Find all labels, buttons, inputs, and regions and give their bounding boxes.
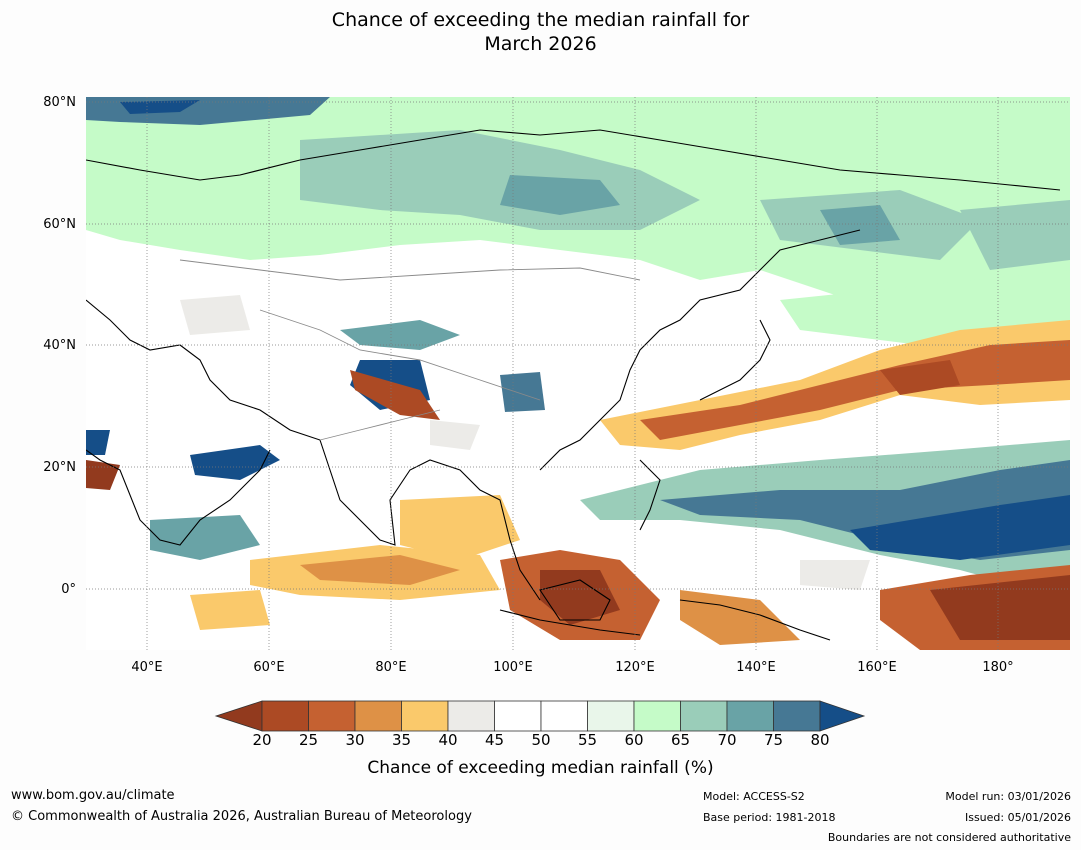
lat-label-80n: 80°N xyxy=(43,95,76,110)
colorbar-bin-75-80 xyxy=(773,700,821,732)
colorbar-tick-50: 50 xyxy=(531,731,551,749)
field-blue-siberia xyxy=(500,175,620,215)
lon-label-60e: 60°E xyxy=(253,660,285,675)
lat-label-40n: 40°N xyxy=(43,338,76,353)
colorbar-bin-60-65 xyxy=(633,700,681,732)
field-south-io-orange xyxy=(190,590,270,630)
graticule xyxy=(86,97,1070,650)
colorbar-title: Chance of exceeding median rainfall (%) xyxy=(367,758,714,778)
colorbar-over-arrow xyxy=(819,700,866,732)
lon-label-160e: 160°E xyxy=(857,660,897,675)
field-borneo-darkbrown xyxy=(540,570,620,625)
coast-new-guinea xyxy=(679,599,831,641)
colorbar-tick-35: 35 xyxy=(391,731,412,749)
footer-copyright: © Commonwealth of Australia 2026, Austra… xyxy=(11,809,472,824)
border-russia-south xyxy=(179,259,641,281)
colorbar-tick-25: 25 xyxy=(298,731,319,749)
lat-label-0: 0° xyxy=(61,582,76,597)
colorbar-bin-30-35 xyxy=(354,700,402,732)
colorbar-tick-75: 75 xyxy=(763,731,784,749)
colorbar-bin-65-70 xyxy=(680,700,728,732)
footer-base-period: Base period: 1981-2018 xyxy=(703,811,836,824)
lat-label-60n: 60°N xyxy=(43,217,76,232)
field-arabia-darkblue xyxy=(190,445,280,480)
coast-java xyxy=(499,609,641,636)
lon-label-100e: 100°E xyxy=(493,660,533,675)
colorbar-bin-70-75 xyxy=(726,700,774,732)
field-china-blue xyxy=(500,372,545,412)
coast-arabia-africa xyxy=(86,449,271,546)
lon-label-80e: 80°E xyxy=(375,660,407,675)
field-redsea-blue xyxy=(86,430,110,455)
field-africa-brown xyxy=(86,460,120,490)
colorbar-tick-55: 55 xyxy=(577,731,598,749)
field-grey-3 xyxy=(800,560,870,590)
lon-label-140e: 140°E xyxy=(736,660,776,675)
colorbar-tick-80: 80 xyxy=(810,731,830,749)
colorbar-bin-25-30 xyxy=(308,700,356,732)
colorbar-bin-55-60 xyxy=(587,700,635,732)
colorbar-bin-50-55 xyxy=(540,700,588,732)
coast-borneo xyxy=(539,579,611,621)
coast-japan xyxy=(699,319,771,401)
colorbar-tick-70: 70 xyxy=(717,731,737,749)
field-horn-teal xyxy=(150,515,260,560)
colorbar-bin-40-45 xyxy=(447,700,495,732)
colorbar-tick-20: 20 xyxy=(252,731,272,749)
footer-issued: Issued: 05/01/2026 xyxy=(964,811,1071,824)
field-cpac-darkbrown xyxy=(930,575,1070,640)
footer-website: www.bom.gov.au/climate xyxy=(11,788,175,803)
colorbar-tick-60: 60 xyxy=(624,731,644,749)
border-china-west xyxy=(259,309,541,401)
colorbar-tick-40: 40 xyxy=(438,731,458,749)
field-pacific-darkblue xyxy=(850,495,1070,560)
border-india-north xyxy=(319,409,441,441)
field-teal-far-east xyxy=(960,200,1070,270)
colorbar-tick-30: 30 xyxy=(345,731,365,749)
field-wpac-brown xyxy=(640,340,1070,440)
footer-model-run: Model run: 03/01/2026 xyxy=(945,790,1071,803)
coast-philippines xyxy=(639,459,661,531)
coast-east-asia xyxy=(539,229,861,471)
field-wpac-darkbrown xyxy=(880,360,960,395)
footer-disclaimer: Boundaries are not considered authoritat… xyxy=(827,831,1071,844)
coast-arctic xyxy=(86,129,1061,191)
footer-model: Model: ACCESS-S2 xyxy=(703,790,805,803)
colorbar-bin-45-50 xyxy=(494,700,542,732)
lat-label-20n: 20°N xyxy=(43,460,76,475)
lon-label-120e: 120°E xyxy=(615,660,655,675)
field-arctic-darkblue xyxy=(120,100,200,114)
title-line-2: March 2026 xyxy=(484,33,597,55)
lon-label-180: 180° xyxy=(982,660,1014,675)
colorbar-under-arrow xyxy=(214,700,263,732)
lon-label-40e: 40°E xyxy=(131,660,163,675)
colorbar-tick-45: 45 xyxy=(484,731,505,749)
chart-title: Chance of exceeding the median rainfall … xyxy=(0,8,1081,56)
anomaly-fields xyxy=(86,97,1070,650)
title-line-1: Chance of exceeding the median rainfall … xyxy=(331,9,750,31)
colorbar-bin-20-25 xyxy=(261,700,309,732)
field-grey-1 xyxy=(180,295,250,335)
colorbar-bin-35-40 xyxy=(401,700,449,732)
field-indian-ocean-brown xyxy=(300,555,460,585)
field-grey-2 xyxy=(430,420,480,450)
field-bengal-orange xyxy=(400,495,520,560)
field-himalaya-brown xyxy=(350,370,440,420)
map-area xyxy=(86,97,1070,650)
field-tibet-teal xyxy=(340,320,460,350)
country-borders xyxy=(179,259,641,441)
colorbar-tick-65: 65 xyxy=(670,731,691,749)
colorbar xyxy=(214,700,866,732)
